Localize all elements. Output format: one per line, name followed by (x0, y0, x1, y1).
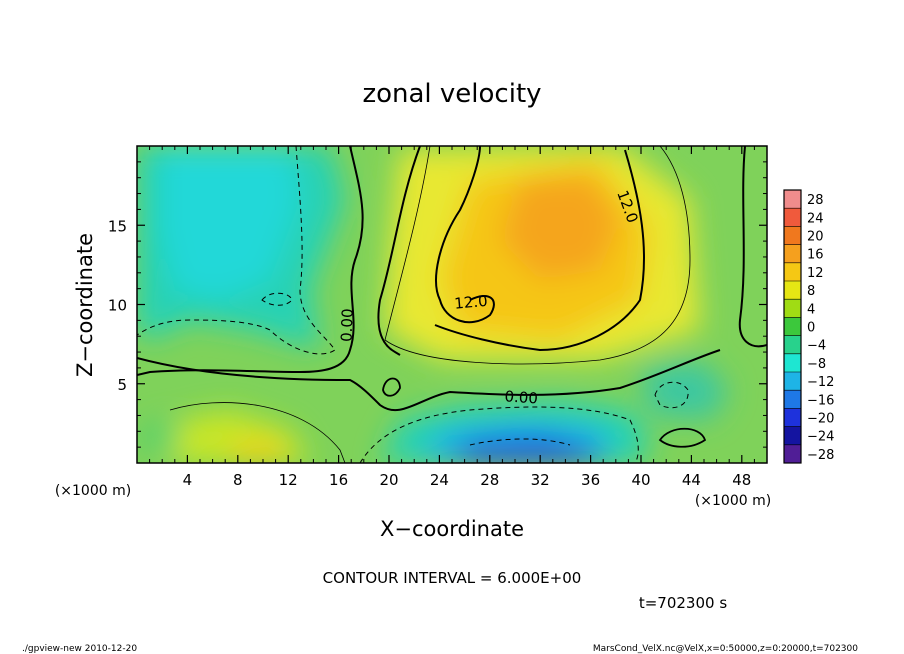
colorbar-label: −16 (807, 393, 834, 408)
contour-label: 0.00 (504, 387, 539, 407)
colorbar-swatch (784, 408, 801, 427)
time-stamp: t=702300 s (639, 594, 727, 612)
chart-title: zonal velocity (362, 79, 541, 109)
x-axis-unit-right: (×1000 m) (695, 493, 771, 509)
x-axis-unit-left: (×1000 m) (55, 483, 131, 499)
contour-line-zero-lower (137, 349, 721, 411)
x-tick-label: 48 (732, 471, 751, 489)
contour-line-six-thin-bottom (169, 402, 346, 463)
colorbar-swatch (784, 444, 801, 464)
contour-interval: CONTOUR INTERVAL = 6.000E+00 (323, 569, 582, 587)
contour-line-negative-small-loop (261, 292, 293, 306)
x-tick-label: 16 (329, 471, 348, 489)
colorbar-swatch (784, 426, 801, 446)
colorbar-label: −4 (807, 339, 826, 354)
colorbar-label: −20 (807, 412, 834, 427)
field-positive-bottom-left-core (225, 440, 290, 463)
colorbar-swatch (784, 390, 801, 409)
colorbar-label: 20 (807, 230, 824, 245)
field-negative-right (640, 360, 730, 420)
x-tick-label: 40 (631, 471, 650, 489)
contour-line-negative-right (654, 381, 689, 409)
colorbar-label: −24 (807, 430, 834, 445)
x-tick-label: 20 (379, 471, 398, 489)
colorbar-swatch (784, 208, 801, 227)
contour-line-zero-right (738, 146, 767, 348)
contour-line-negative-bottom (359, 406, 639, 463)
colorbar-swatch (784, 281, 801, 300)
colorbar-label: −8 (807, 357, 826, 372)
colorbar-label: 4 (807, 302, 815, 317)
contour-line-six-thin (384, 146, 691, 365)
colorbar-label: 12 (807, 266, 824, 281)
x-axis: 4 8 12 16 20 24 28 32 36 40 44 48 (149, 146, 755, 489)
colorbar-swatch (784, 244, 801, 264)
contour-line-negative-bottom-inner (469, 438, 571, 446)
x-tick-label: 28 (480, 471, 499, 489)
y-tick-label: 15 (108, 217, 127, 235)
field-negative-core-upper-left (160, 146, 300, 300)
colorbar-swatch (784, 353, 801, 373)
colorbar-swatch (784, 226, 801, 245)
contour-line-center-loop (382, 377, 401, 397)
colorbar-swatch (784, 299, 801, 318)
y-tick-label: 5 (117, 376, 127, 394)
colorbar-label: 24 (807, 211, 824, 226)
colorbar-swatch (784, 372, 801, 391)
contour-line-twelve (434, 146, 645, 352)
contour-label: 12.0 (454, 292, 489, 313)
colorbar-label: 28 (807, 193, 824, 208)
colorbar-swatch (784, 190, 801, 209)
x-tick-label: 32 (531, 471, 550, 489)
footer-right: MarsCond_VelX.nc@VelX,x=0:50000,z=0:2000… (593, 644, 858, 654)
x-tick-label: 44 (682, 471, 701, 489)
contour-line-negative-upper-left (137, 146, 336, 355)
y-tick-label: 10 (108, 297, 127, 315)
colorbar-swatch (784, 317, 801, 336)
colorbar-swatch (784, 262, 801, 282)
colorbar-label: −28 (807, 448, 834, 463)
contour-label: 0.00 (338, 308, 357, 342)
colorbar-label: 8 (807, 284, 815, 299)
field-positive-core (500, 175, 620, 280)
y-axis-label: Z−coordinate (73, 233, 97, 377)
contour-line-zero-upper (137, 146, 364, 376)
contour-line-zero-middle (377, 146, 421, 356)
y-axis: 5 10 15 (108, 161, 767, 448)
colorbar-swatch (784, 335, 801, 355)
x-axis-label: X−coordinate (380, 517, 524, 541)
colorbar: 28 24 20 16 12 8 4 0 −4 −8 −12 −16 −20 −24 −28 (783, 189, 834, 464)
colorbar-label: 0 (807, 321, 815, 336)
footer-left: ./gpview-new 2010-12-20 (22, 644, 137, 654)
x-tick-label: 12 (279, 471, 298, 489)
colorbar-label: 16 (807, 248, 824, 263)
x-tick-label: 4 (183, 471, 193, 489)
field-negative-bottom-left (140, 420, 180, 455)
velocity-field (137, 146, 767, 463)
colorbar-label: −12 (807, 375, 834, 390)
x-tick-label: 24 (430, 471, 449, 489)
contour-line-right-loop (658, 427, 707, 448)
x-tick-label: 8 (233, 471, 243, 489)
x-tick-label: 36 (581, 471, 600, 489)
